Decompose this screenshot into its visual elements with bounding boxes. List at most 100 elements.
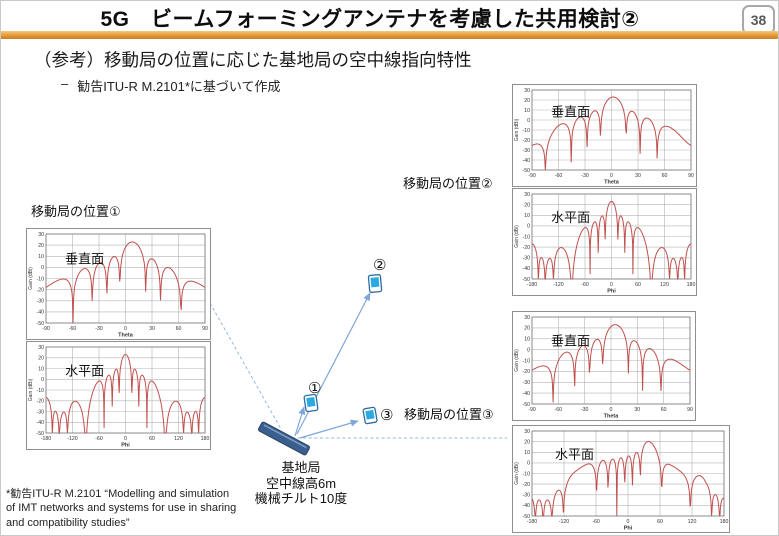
y-tick-label: 30 xyxy=(524,429,530,435)
x-tick-label: 60 xyxy=(176,326,182,332)
marker-circled-1: ① xyxy=(308,380,321,397)
x-tick-label: 60 xyxy=(149,436,155,442)
y-tick-label: 10 xyxy=(38,366,44,372)
x-tick-label: 30 xyxy=(635,173,641,179)
x-tick-label: -120 xyxy=(553,282,563,288)
y-tick-label: -10 xyxy=(523,234,531,240)
y-tick-label: -10 xyxy=(523,471,531,477)
x-tick-label: 120 xyxy=(174,436,183,442)
x-tick-label: -60 xyxy=(95,436,103,442)
y-tick-label: 0 xyxy=(527,118,530,124)
chart-position1-vertical-plane: 30 20 10 0 -10 -20 -30 -40 -50 -90 -60 -30 0 30 60 90 垂直… xyxy=(26,228,211,340)
x-tick-label: -180 xyxy=(41,436,51,442)
plane-label: 水平面 xyxy=(555,447,594,462)
x-tick-label: -60 xyxy=(592,519,600,525)
base-station-caption-line3: 機械チルト10度 xyxy=(254,491,348,507)
y-tick-label: 20 xyxy=(38,243,44,249)
y-tick-label: 10 xyxy=(524,450,530,456)
y-tick-label: 30 xyxy=(524,315,530,321)
y-tick-label: -40 xyxy=(37,310,45,316)
y-tick-label: 20 xyxy=(38,356,44,362)
y-tick-label: -50 xyxy=(523,277,531,283)
y-tick-label: -40 xyxy=(523,503,531,509)
antenna-pattern-curve xyxy=(531,324,691,403)
y-tick-label: 10 xyxy=(524,213,530,219)
x-tick-label: 90 xyxy=(202,326,208,332)
x-tick-label: 60 xyxy=(661,407,667,413)
y-tick-label: -20 xyxy=(37,399,45,405)
x-tick-label: 60 xyxy=(662,173,668,179)
x-axis-label: Theta xyxy=(118,333,134,339)
plane-label: 水平面 xyxy=(65,363,104,378)
y-axis-label: Gain (dBi) xyxy=(514,462,520,485)
y-tick-label: 0 xyxy=(41,265,44,271)
beam-arrow-to-position1 xyxy=(294,406,306,437)
x-tick-label: 0 xyxy=(124,436,127,442)
header-accent-bar xyxy=(1,31,778,39)
marker-circled-2: ② xyxy=(373,257,386,274)
page-title: 5G ビームフォーミングアンテナを考慮した共用検討② xyxy=(100,8,640,31)
y-tick-label: 30 xyxy=(38,232,44,238)
y-tick-label: -30 xyxy=(523,493,531,499)
y-tick-label: 20 xyxy=(524,98,530,104)
y-tick-label: -10 xyxy=(523,128,531,134)
x-tick-label: -180 xyxy=(527,282,537,288)
mobile-phone-icon-3 xyxy=(362,406,378,425)
x-tick-label: 30 xyxy=(634,407,640,413)
bullet-dash: – xyxy=(61,76,69,91)
x-tick-label: 60 xyxy=(657,519,663,525)
plot-frame xyxy=(531,89,692,171)
y-tick-label: -30 xyxy=(523,380,531,386)
plane-label: 垂直面 xyxy=(65,251,104,266)
label-position3: 移動局の位置③ xyxy=(404,407,494,422)
y-tick-label: -50 xyxy=(523,514,531,520)
y-tick-label: 0 xyxy=(41,377,44,383)
y-tick-label: -40 xyxy=(523,158,531,164)
y-tick-label: 10 xyxy=(38,254,44,260)
y-tick-label: -20 xyxy=(523,369,531,375)
y-tick-label: -20 xyxy=(523,138,531,144)
chart-position3-vertical-plane: 30 20 10 0 -10 -20 -30 -40 -50 -90 -60 -30 0 30 60 90 垂直… xyxy=(512,311,696,421)
plane-label: 垂直面 xyxy=(551,334,590,349)
plot-frame xyxy=(45,346,206,434)
x-axis-label: Phi xyxy=(121,443,130,449)
y-axis-label: Gain (dBi) xyxy=(28,267,34,290)
y-tick-label: -50 xyxy=(37,321,45,327)
antenna-pattern-curve xyxy=(531,200,692,281)
x-tick-label: 120 xyxy=(688,519,697,525)
y-tick-label: 0 xyxy=(527,461,530,467)
x-tick-label: 90 xyxy=(687,407,693,413)
beam-arrow-to-position2 xyxy=(296,292,371,435)
y-tick-label: 0 xyxy=(527,224,530,230)
antenna-pattern-curve xyxy=(45,241,206,324)
plot-frame xyxy=(45,233,206,324)
y-tick-label: 20 xyxy=(524,202,530,208)
y-axis-label: Gain (dBi) xyxy=(28,378,34,401)
x-tick-label: -60 xyxy=(555,407,563,413)
x-tick-label: -30 xyxy=(95,326,103,332)
chart-position2-horizontal-plane: 30 20 10 0 -10 -20 -30 -40 -50 -180 -120 -60 0 60 120 1… xyxy=(512,188,697,296)
x-tick-label: 180 xyxy=(720,519,729,525)
x-tick-label: -60 xyxy=(69,326,77,332)
label-position2: 移動局の位置② xyxy=(403,176,493,191)
x-tick-label: 0 xyxy=(610,407,613,413)
x-tick-label: 180 xyxy=(687,282,696,288)
beam-arrow-to-position3 xyxy=(299,419,359,439)
y-tick-label: -30 xyxy=(37,409,45,415)
mobile-phone-icon-2 xyxy=(367,274,383,293)
y-tick-label: -20 xyxy=(37,287,45,293)
y-tick-label: -10 xyxy=(37,388,45,394)
y-axis-label: Gain (dBi) xyxy=(514,118,520,141)
y-axis-label: Gain (dBi) xyxy=(514,349,520,372)
bullet-line: – 勧告ITU-R M.2101*に基づいて作成 xyxy=(61,76,281,95)
antenna-pattern-curve xyxy=(531,441,725,517)
plot-frame xyxy=(531,193,692,280)
x-tick-label: 0 xyxy=(627,519,630,525)
y-tick-label: -20 xyxy=(523,245,531,251)
bullet-text: 勧告ITU-R M.2101*に基づいて作成 xyxy=(77,79,281,94)
x-tick-label: -60 xyxy=(555,173,563,179)
x-tick-label: -60 xyxy=(581,282,589,288)
y-tick-label: -40 xyxy=(523,391,531,397)
x-tick-label: 90 xyxy=(688,173,694,179)
